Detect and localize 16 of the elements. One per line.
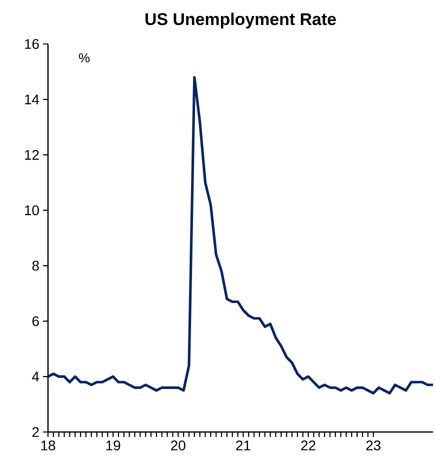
y-tick-label: 2 <box>32 427 39 437</box>
x-tick-label: 20 <box>171 440 186 450</box>
y-axis-title: % <box>78 53 90 62</box>
chart-title: US Unemployment Rate <box>146 12 336 28</box>
x-tick-label: 22 <box>301 440 316 450</box>
y-tick-label: 6 <box>32 316 39 326</box>
y-tick-label: 10 <box>25 205 39 216</box>
y-tick-label: 4 <box>32 372 40 382</box>
x-tick-label: 19 <box>106 440 120 450</box>
y-tick-label: 14 <box>25 94 40 104</box>
x-tick-label: 21 <box>236 440 250 450</box>
y-tick-label: 16 <box>25 39 39 49</box>
y-tick-label: 8 <box>32 260 39 271</box>
x-tick-label: 18 <box>41 440 56 450</box>
x-tick-label: 23 <box>366 440 380 450</box>
y-tick-label: 12 <box>25 150 39 160</box>
